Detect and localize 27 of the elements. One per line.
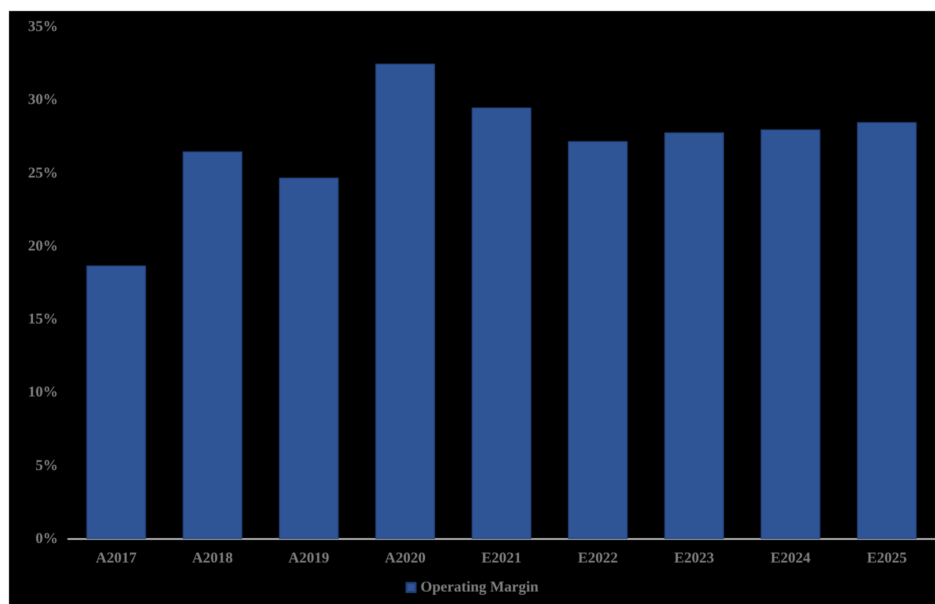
x-tick-label: A2018: [192, 550, 233, 566]
bar: [568, 141, 628, 539]
legend-label: Operating Margin: [420, 580, 540, 596]
x-tick-label: A2019: [288, 550, 330, 566]
y-tick-label: 30%: [28, 92, 58, 108]
bar: [760, 129, 820, 539]
y-tick-label: 0%: [36, 531, 58, 547]
x-tick-label: E2021: [481, 550, 522, 566]
y-tick-label: 25%: [28, 165, 58, 182]
bar: [182, 151, 242, 539]
x-tick-label: E2022: [578, 550, 618, 566]
y-tick-label: 10%: [28, 384, 58, 401]
y-tick-label: 35%: [28, 19, 58, 35]
x-tick-label: A2020: [384, 550, 426, 566]
x-tick-label: E2025: [866, 550, 907, 566]
bar: [278, 178, 339, 539]
x-tick-label: A2017: [96, 550, 138, 566]
x-tick-label: E2023: [674, 550, 714, 566]
bar: [856, 122, 917, 539]
bar: [375, 64, 436, 539]
bar: [86, 265, 146, 539]
bar: [664, 132, 724, 539]
x-tick-label: E2024: [770, 550, 811, 566]
y-tick-label: 5%: [36, 458, 58, 474]
y-tick-label: 15%: [28, 312, 58, 328]
y-tick-label: 20%: [28, 238, 58, 254]
bar: [472, 107, 532, 539]
